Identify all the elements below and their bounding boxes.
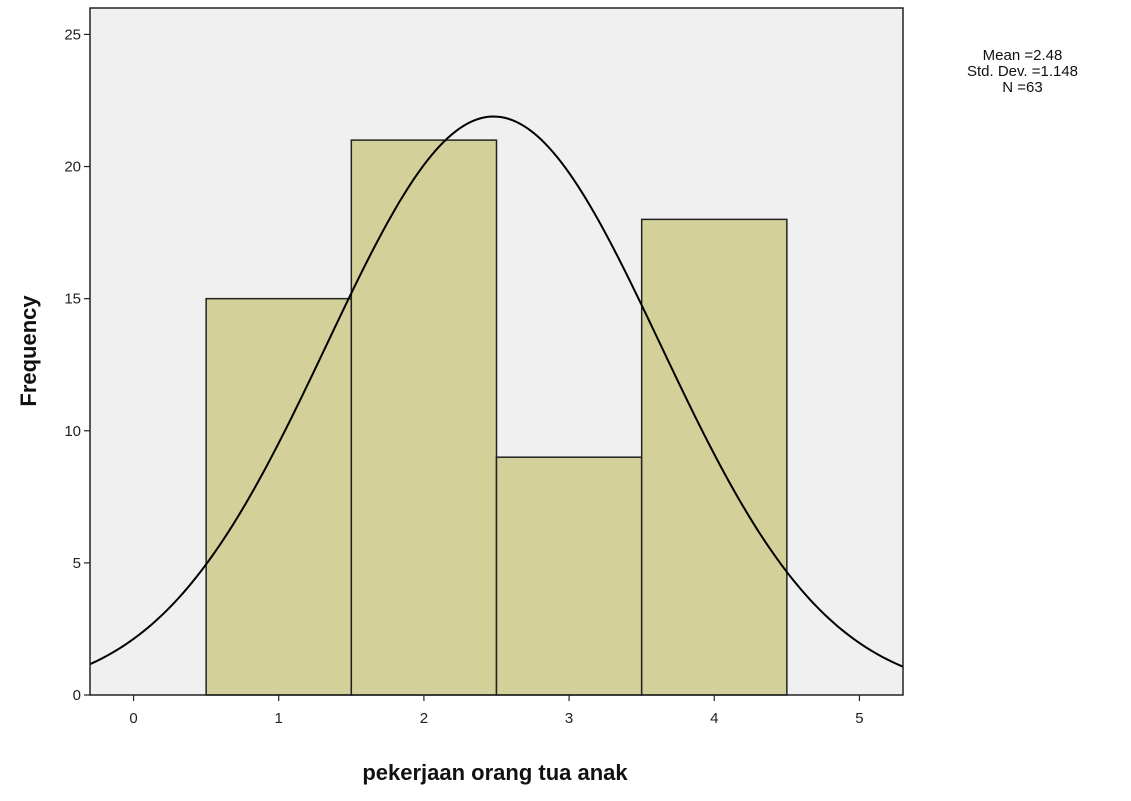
- stats-std-dev: Std. Dev. =1.148: [966, 63, 1079, 80]
- y-tick-label: 5: [73, 555, 81, 572]
- plot-frame: [89, 7, 904, 696]
- histogram-bar-2: [350, 139, 498, 696]
- bars-group: [205, 139, 788, 696]
- y-tick-label: 15: [64, 291, 81, 308]
- y-tick-label: 0: [73, 687, 81, 704]
- x-axis-title: pekerjaan orang tua anak: [362, 760, 628, 785]
- stats-mean: Mean =2.48: [982, 47, 1063, 64]
- histogram-bar-4: [640, 218, 788, 696]
- histogram-bar-3: [495, 456, 643, 696]
- normal-curve: [89, 115, 904, 668]
- x-tick-label: 5: [855, 710, 863, 727]
- y-axis-title: Frequency: [16, 295, 41, 407]
- x-tick-label: 4: [710, 710, 718, 727]
- x-tick-label: 3: [565, 710, 573, 727]
- x-axis: 0 1 2 3 4 5: [129, 695, 864, 727]
- stats-box: Mean =2.48 Std. Dev. =1.148 N =63: [940, 48, 1105, 96]
- y-tick-label: 25: [64, 26, 81, 43]
- x-tick-label: 2: [420, 710, 428, 727]
- histogram-bar-1: [205, 297, 353, 696]
- x-tick-label: 0: [129, 710, 137, 727]
- y-axis: 0 5 10 15 20 25: [64, 26, 90, 704]
- stats-n: N =63: [1002, 79, 1043, 96]
- x-tick-label: 1: [275, 710, 283, 727]
- y-tick-label: 20: [64, 159, 81, 176]
- y-tick-label: 10: [64, 423, 81, 440]
